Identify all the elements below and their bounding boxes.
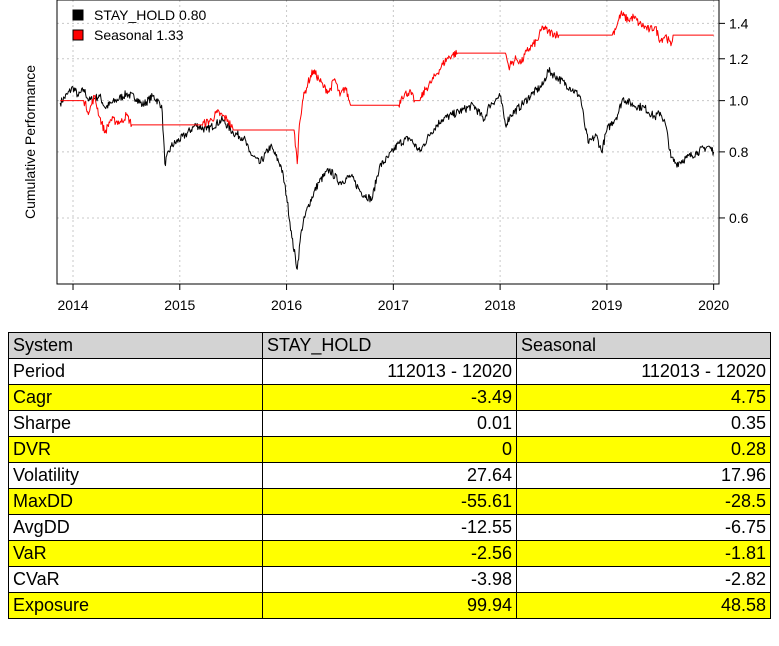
y-tick-label: 0.8 bbox=[729, 144, 749, 160]
metric-label: Exposure bbox=[8, 592, 263, 619]
stay-hold-value: -2.56 bbox=[262, 540, 517, 567]
metric-label: CVaR bbox=[8, 566, 263, 593]
table-header-cell: Seasonal bbox=[516, 332, 771, 359]
y-tick-label: 1.0 bbox=[729, 93, 749, 109]
stay-hold-value: -3.98 bbox=[262, 566, 517, 593]
seasonal-value: 17.96 bbox=[516, 462, 771, 489]
x-tick-label: 2014 bbox=[57, 297, 88, 313]
y-tick-label: 1.2 bbox=[729, 51, 749, 67]
x-tick-label: 2015 bbox=[164, 297, 195, 313]
metric-label: Sharpe bbox=[8, 410, 263, 437]
axes: 2014 2015 2016 2017 2018 2019 2020 0.6 0.8 1.0 1.2… bbox=[57, 15, 748, 313]
legend-label-seasonal: Seasonal 1.33 bbox=[94, 27, 184, 43]
legend: STAY_HOLD 0.80 Seasonal 1.33 bbox=[72, 7, 207, 43]
seasonal-value: -28.5 bbox=[516, 488, 771, 515]
table-row: Exposure 99.94 48.58 bbox=[8, 592, 771, 619]
stay-hold-value: -55.61 bbox=[262, 488, 517, 515]
table-row: Cagr -3.49 4.75 bbox=[8, 384, 771, 411]
stay-hold-value: 0.01 bbox=[262, 410, 517, 437]
x-tick-label: 2016 bbox=[271, 297, 302, 313]
seasonal-value: 4.75 bbox=[516, 384, 771, 411]
x-tick-label: 2018 bbox=[485, 297, 516, 313]
y-axis-label: Cumulative Performance bbox=[22, 65, 38, 219]
table-row: MaxDD -55.61 -28.5 bbox=[8, 488, 771, 515]
table-row: CVaR -3.98 -2.82 bbox=[8, 566, 771, 593]
stay-hold-value: 99.94 bbox=[262, 592, 517, 619]
metric-label: Volatility bbox=[8, 462, 263, 489]
stay-hold-value: -3.49 bbox=[262, 384, 517, 411]
legend-label-stay-hold: STAY_HOLD 0.80 bbox=[94, 7, 207, 23]
metric-label: Cagr bbox=[8, 384, 263, 411]
stay-hold-value: 27.64 bbox=[262, 462, 517, 489]
table-row: Volatility 27.64 17.96 bbox=[8, 462, 771, 489]
metric-label: AvgDD bbox=[8, 514, 263, 541]
seasonal-value: 48.58 bbox=[516, 592, 771, 619]
table-header-row: System STAY_HOLD Seasonal bbox=[8, 332, 771, 359]
plot-frame bbox=[56, 0, 720, 285]
metric-label: DVR bbox=[8, 436, 263, 463]
seasonal-value: -6.75 bbox=[516, 514, 771, 541]
series-line-seasonal bbox=[60, 10, 714, 165]
stay-hold-value: 112013 - 12020 bbox=[262, 358, 517, 385]
series-layer bbox=[59, 10, 715, 270]
table-row: Period 112013 - 12020 112013 - 12020 bbox=[8, 358, 771, 385]
stay-hold-value: -12.55 bbox=[262, 514, 517, 541]
table-row: AvgDD -12.55 -6.75 bbox=[8, 514, 771, 541]
x-tick-label: 2020 bbox=[698, 297, 729, 313]
seasonal-value: 0.28 bbox=[516, 436, 771, 463]
legend-swatch-stay-hold bbox=[72, 9, 84, 21]
seasonal-value: -2.82 bbox=[516, 566, 771, 593]
x-tick-label: 2019 bbox=[591, 297, 622, 313]
performance-chart: 2014 2015 2016 2017 2018 2019 2020 0.6 0.8 1.0 1.2… bbox=[22, 0, 749, 313]
grid-lines bbox=[57, 0, 719, 284]
series-line-stay-hold bbox=[59, 67, 715, 270]
table-row: DVR 0 0.28 bbox=[8, 436, 771, 463]
table-row: VaR -2.56 -1.81 bbox=[8, 540, 771, 567]
legend-swatch-seasonal bbox=[72, 29, 84, 41]
seasonal-value: -1.81 bbox=[516, 540, 771, 567]
stay-hold-value: 0 bbox=[262, 436, 517, 463]
table-header-cell: STAY_HOLD bbox=[262, 332, 517, 359]
seasonal-value: 112013 - 12020 bbox=[516, 358, 771, 385]
metric-label: MaxDD bbox=[8, 488, 263, 515]
metric-label: VaR bbox=[8, 540, 263, 567]
metric-label: Period bbox=[8, 358, 263, 385]
x-tick-label: 2017 bbox=[378, 297, 409, 313]
table-row: Sharpe 0.01 0.35 bbox=[8, 410, 771, 437]
table-header-cell: System bbox=[8, 332, 263, 359]
y-tick-label: 0.6 bbox=[729, 210, 749, 226]
seasonal-value: 0.35 bbox=[516, 410, 771, 437]
y-tick-label: 1.4 bbox=[729, 15, 749, 31]
stats-table: System STAY_HOLD Seasonal Period 112013 - 12… bbox=[8, 332, 771, 619]
